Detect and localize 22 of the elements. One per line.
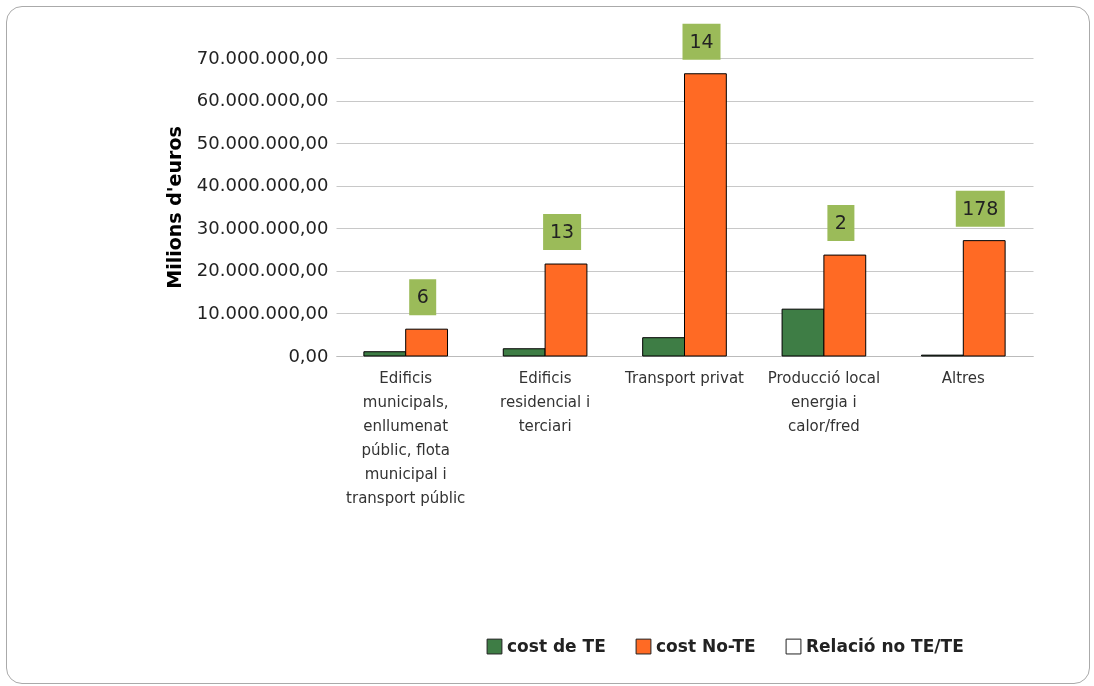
- annotation: 14: [689, 29, 714, 52]
- legend-label: cost No-TE: [656, 635, 756, 656]
- annotation: 2: [834, 211, 847, 234]
- y-tick-label: 70.000.000,00: [196, 46, 329, 68]
- x-tick-label: Producció local energia i calor/fred: [767, 368, 881, 435]
- y-tick-label: 10.000.000,00: [196, 301, 329, 323]
- legend-label: Relació no TE/TE: [806, 635, 964, 656]
- y-tick-label: 20.000.000,00: [196, 259, 329, 281]
- x-tick-label: Altres: [941, 368, 986, 387]
- y-axis-title: Milions d'euros: [162, 126, 185, 289]
- x-tick-label: Edificis municipals, enllumenat públic, flota municipal i transport públic: [346, 368, 466, 507]
- x-tick-label: Edificis residencial i terciari: [500, 368, 591, 435]
- y-tick-label: 40.000.000,00: [196, 174, 329, 196]
- y-tick-label: 50.000.000,00: [196, 131, 329, 153]
- annotation: 13: [550, 220, 575, 243]
- y-tick-label: 30.000.000,00: [196, 216, 329, 238]
- legend-label: cost de TE: [507, 635, 606, 656]
- annotation: 6: [416, 285, 429, 308]
- x-tick-label: Transport privat: [624, 368, 745, 387]
- annotation: 178: [962, 196, 999, 219]
- y-tick-label: 60.000.000,00: [196, 89, 329, 111]
- y-tick-label: 0,00: [288, 344, 329, 366]
